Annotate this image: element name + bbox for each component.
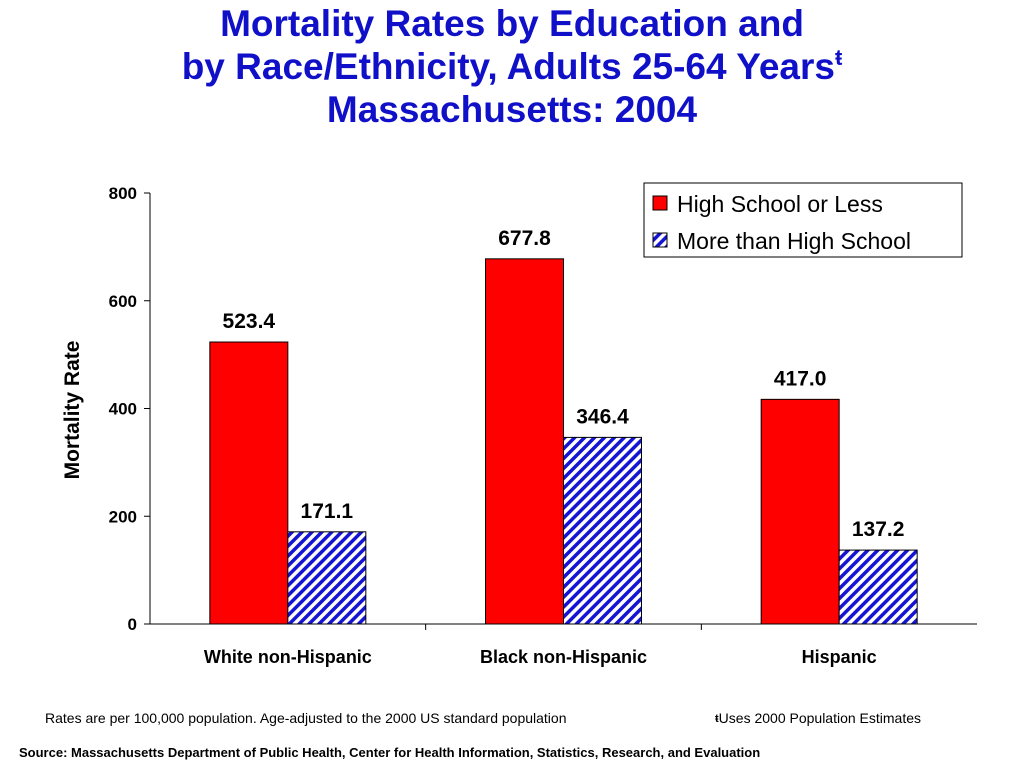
y-tick-label: 400 [109, 400, 137, 419]
y-tick-label: 200 [109, 507, 137, 526]
title-line-1: Mortality Rates by Education and [220, 3, 804, 44]
bar-high-school-or-less-hispanic [760, 398, 840, 625]
legend-label-high-school-or-less: High School or Less [677, 191, 883, 217]
title-line-3: Massachusetts: 2004 [326, 89, 698, 130]
legend-box [643, 182, 963, 258]
bar-more-than-high-school-white-non-hispanic [287, 531, 367, 625]
legend-swatch-high-school-or-less [652, 195, 668, 211]
bar-more-than-high-school-hispanic [838, 549, 918, 625]
data-label-high-school-or-less-white-non-hispanic: 523.4 [223, 310, 276, 333]
bars [209, 258, 918, 625]
y-axis-label: Mortality Rate [61, 341, 84, 480]
source-line: Source: Massachusetts Department of Publ… [19, 745, 761, 760]
data-label-high-school-or-less-hispanic: 417.0 [774, 367, 827, 390]
legend-swatch-more-than-high-school [652, 232, 668, 248]
chart-title: Mortality Rates by Education and by Race… [0, 2, 1024, 131]
data-label-high-school-or-less-black-non-hispanic: 677.8 [498, 227, 551, 250]
estimates-footnote-text: Uses 2000 Population Estimates [718, 710, 922, 726]
data-label-more-than-high-school-hispanic: 137.2 [852, 518, 905, 541]
title-line-2-text: by Race/Ethnicity, Adults 25-64 Years [181, 46, 835, 87]
x-tick-label-black-non-hispanic: Black non-Hispanic [480, 647, 647, 667]
bar-high-school-or-less-white-non-hispanic [209, 341, 289, 625]
y-tick-label: 800 [109, 184, 137, 203]
x-tick-label-hispanic: Hispanic [802, 647, 877, 667]
y-tick-label: 600 [109, 292, 137, 311]
bar-high-school-or-less-black-non-hispanic [485, 258, 564, 625]
x-tick-label-white-non-hispanic: White non-Hispanic [204, 647, 372, 667]
title-footnote-mark: ŧ [834, 45, 843, 70]
data-label-more-than-high-school-black-non-hispanic: 346.4 [576, 405, 629, 428]
bar-chart: 0 200 400 600 800 White non-Hispanic Black non… [61, 182, 977, 667]
y-tick-label: 0 [128, 615, 137, 634]
rates-footnote: Rates are per 100,000 population. Age-ad… [45, 710, 567, 726]
data-labels: 523.4 171.1 677.8 346.4 417.0 137.2 [223, 227, 905, 541]
estimates-footnote: ŧUses 2000 Population Estimates [715, 710, 921, 726]
data-label-more-than-high-school-white-non-hispanic: 171.1 [301, 500, 354, 523]
estimates-footnote-mark: ŧ [715, 713, 719, 725]
legend-label-more-than-high-school: More than High School [677, 228, 911, 254]
legend: High School or Less More than High Schoo… [643, 182, 963, 258]
bar-more-than-high-school-black-non-hispanic [563, 436, 642, 625]
title-line-2: by Race/Ethnicity, Adults 25-64 Yearsŧ [0, 45, 1024, 88]
